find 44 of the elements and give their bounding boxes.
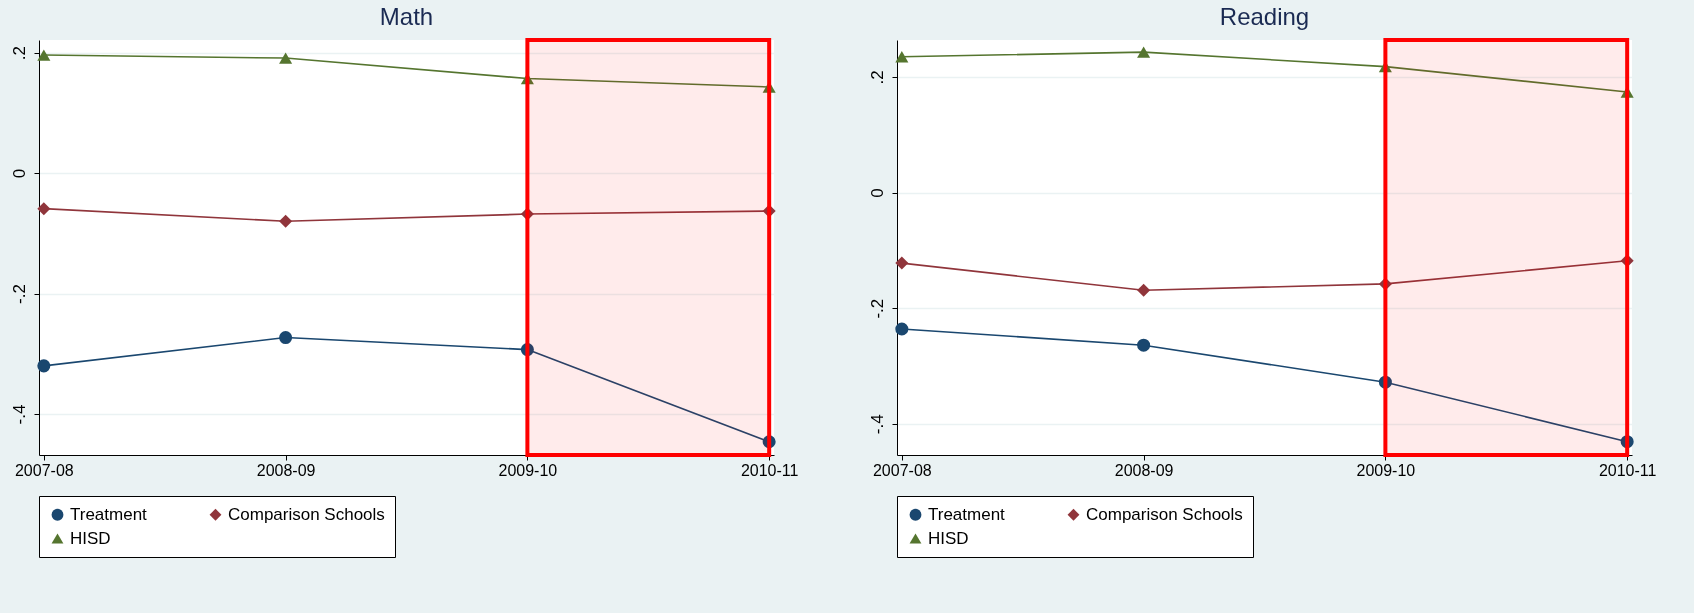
- point: [1620, 254, 1634, 268]
- point: [37, 49, 51, 61]
- legend-label: Treatment: [70, 504, 148, 524]
- chart-title: Reading: [1219, 3, 1310, 30]
- y-tick-label: -.2: [9, 284, 29, 304]
- point: [762, 204, 776, 218]
- point: [279, 331, 293, 345]
- legend-label: Comparison Schools: [1086, 504, 1243, 524]
- point: [762, 435, 776, 449]
- legend-label: Comparison Schools: [228, 504, 385, 524]
- point: [895, 322, 909, 336]
- y-tick-label: 0: [9, 168, 29, 179]
- x-tick-label: 2008-09: [1114, 461, 1174, 479]
- point: [1137, 46, 1151, 58]
- point: [895, 256, 909, 270]
- point: [520, 207, 534, 221]
- point: [1620, 435, 1634, 449]
- x-tick-label: 2007-08: [872, 461, 932, 479]
- x-tick-label: 2008-09: [256, 461, 316, 479]
- x-tick-label: 2009-10: [1356, 461, 1416, 479]
- y-tick-label: 0: [867, 188, 887, 198]
- legend-label: HISD: [70, 528, 111, 548]
- y-tick-label: -.4: [867, 414, 887, 435]
- point: [279, 52, 293, 64]
- y-tick-label: -.4: [9, 404, 29, 425]
- x-tick-label: 2009-10: [498, 461, 558, 479]
- point: [1137, 338, 1151, 352]
- chart-title: Math: [379, 3, 434, 30]
- legend-label: Treatment: [928, 504, 1006, 524]
- point: [37, 359, 51, 373]
- point: [1378, 375, 1392, 389]
- legend-label: HISD: [928, 528, 969, 548]
- y-tick-label: .2: [9, 46, 29, 61]
- point: [1378, 277, 1392, 291]
- x-tick-label: 2010-11: [1598, 461, 1657, 479]
- y-tick-label: .2: [867, 70, 887, 85]
- point: [37, 202, 51, 216]
- point: [520, 343, 534, 357]
- x-tick-label: 2007-08: [14, 461, 74, 479]
- point: [1137, 283, 1151, 297]
- y-tick-label: -.2: [867, 298, 887, 319]
- point: [279, 214, 293, 228]
- point: [895, 51, 909, 63]
- x-tick-label: 2010-11: [740, 461, 799, 479]
